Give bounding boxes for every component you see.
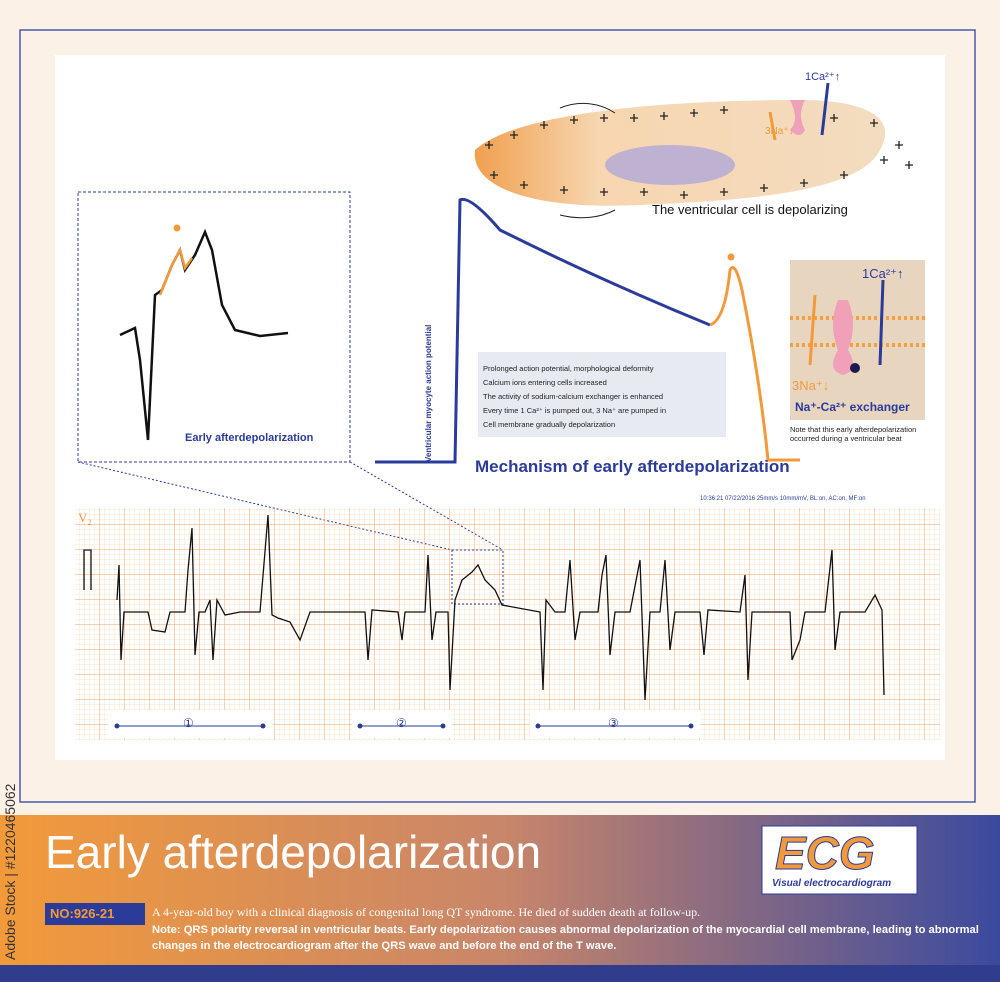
note-item: Prolonged action potential, morphologica…: [483, 364, 654, 373]
watermark: Adobe Stock | #1220465062: [2, 783, 18, 960]
cell-caption: The ventricular cell is depolarizing: [652, 202, 848, 217]
note-item: The activity of sodium-calcium exchanger…: [483, 392, 664, 401]
segment-label: ②: [396, 716, 407, 730]
footer-title: Early afterdepolarization: [45, 826, 542, 878]
footer-number: NO:926-21: [50, 906, 115, 921]
axis-label: Ventricular myocyte action potential: [424, 324, 433, 462]
notes: Prolonged action potential, morphologica…: [483, 362, 666, 432]
footer-description: A 4-year-old boy with a clinical diagnos…: [152, 905, 701, 919]
na-label: 3Na⁺↓: [765, 126, 794, 137]
segment-label: ③: [608, 716, 619, 730]
segment-label: ①: [183, 716, 194, 730]
ca-label: 1Ca²⁺↑: [862, 266, 904, 281]
ca-label: 1Ca²⁺↑: [805, 71, 841, 83]
note-item: Cell membrane gradually depolarization: [483, 420, 616, 429]
inset-label: Early afterdepolarization: [185, 432, 314, 444]
exchanger-label: Na⁺-Ca²⁺ exchanger: [795, 400, 910, 414]
lead-label: V₂: [78, 510, 92, 525]
main-title: Mechanism of early afterdepolarization: [475, 457, 790, 476]
footer-note: Note: QRS polarity reversal in ventricul…: [152, 924, 979, 952]
note-item: Every time 1 Ca²⁺ is pumped out, 3 Na⁺ a…: [483, 406, 667, 415]
note-item: Calcium ions entering cells increased: [483, 378, 607, 387]
logo-sub: Visual electrocardiogram: [772, 878, 892, 889]
ecg-header: 10:36:21 07/22/2016 25mm/s 10mm/mV, BL:o…: [700, 496, 866, 502]
logo: ECG: [775, 827, 876, 880]
na-label: 3Na⁺↓: [792, 378, 830, 393]
exchanger-note: Note that this early afterdepolarization…: [790, 425, 917, 443]
